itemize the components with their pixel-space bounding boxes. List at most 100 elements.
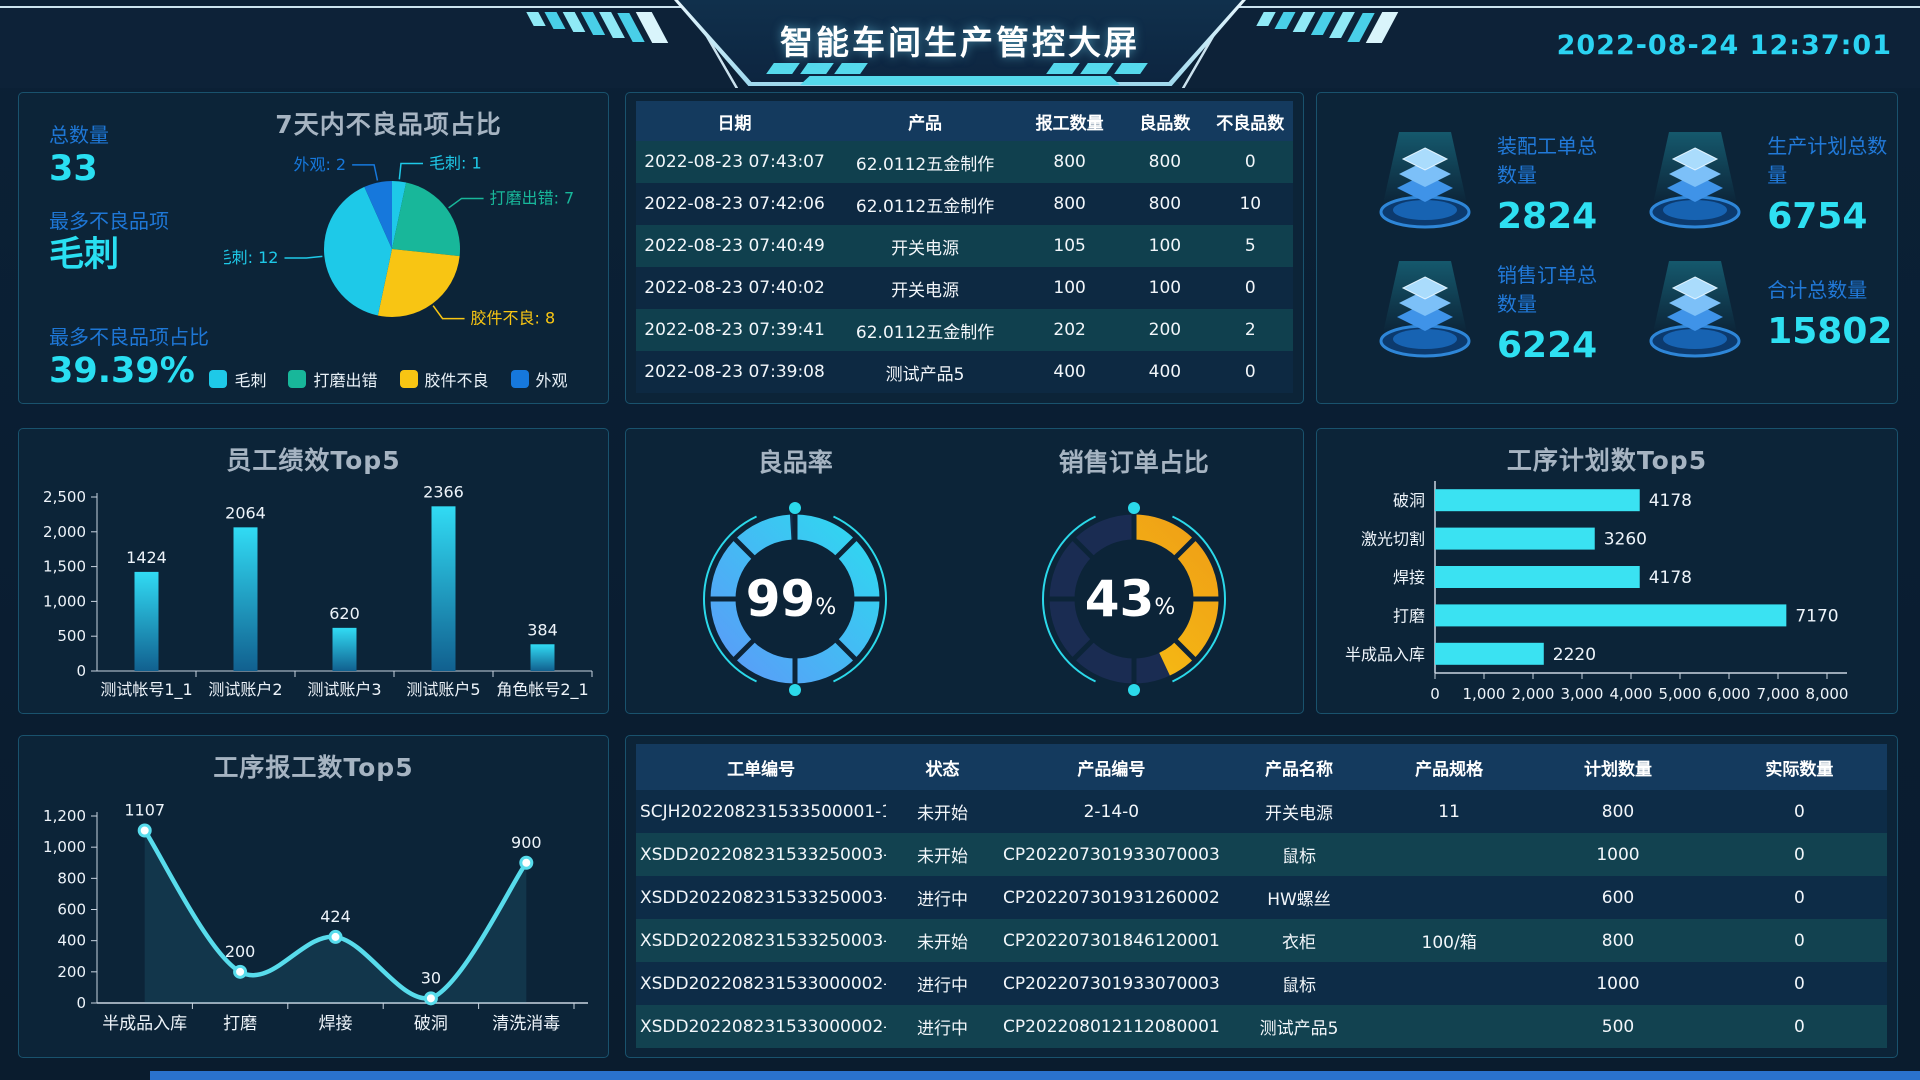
line-svg: 0 200 400 600 800 1,000 1,200 1107 半成品入库 200 打磨 424… bbox=[43, 800, 588, 1034]
employee-performance-bar-chart: 0 500 1,000 1,500 2,000 2,500 1424 测试帐号1_1 2064 测… bbox=[19, 469, 610, 715]
x-tick-label: 1,000 bbox=[1463, 685, 1506, 703]
stat-value: 33 bbox=[49, 149, 98, 189]
pie-label: 毛刺: 12 bbox=[224, 248, 278, 267]
table-row: XSDD202208231533250003-2 进行中 CP20220730193… bbox=[636, 876, 1887, 919]
table-cell: 0 bbox=[1793, 801, 1805, 822]
table-cell: 800 bbox=[1601, 930, 1635, 951]
table-cell: 100 bbox=[1053, 278, 1086, 298]
x-category-label: 半成品入库 bbox=[102, 1014, 187, 1034]
point-value-label: 424 bbox=[320, 907, 351, 926]
quality-rate-gauge: 99% bbox=[626, 481, 965, 713]
y-tick-label: 2,000 bbox=[43, 523, 86, 541]
table-row: 2022-08-23 07:39:08 测试产品5 400 400 0 bbox=[636, 351, 1293, 393]
bar-value-label: 384 bbox=[527, 620, 558, 639]
x-tick-label: 2,000 bbox=[1512, 685, 1555, 703]
table-cell: 2022-08-23 07:40:49 bbox=[644, 236, 825, 256]
table-cell: 5 bbox=[1244, 236, 1256, 256]
pie-slice bbox=[364, 181, 392, 249]
x-tick-label: 8,000 bbox=[1806, 685, 1849, 703]
line-area bbox=[144, 830, 527, 1003]
hbar-svg: 0 1,000 2,000 3,000 4,000 5,000 6,000 7,000 8,00… bbox=[1345, 481, 1849, 703]
y-tick-label: 0 bbox=[76, 994, 86, 1012]
table-row: 2022-08-23 07:42:06 62.0112五金制作 800 800 10 bbox=[636, 183, 1293, 225]
process-plan-panel: 工序计划数Top5 0 1,000 2,000 3,000 4,000 5,000 6,00… bbox=[1316, 428, 1898, 714]
y-tick-label: 0 bbox=[76, 662, 86, 680]
hbar bbox=[1435, 642, 1544, 665]
hbar bbox=[1435, 489, 1640, 512]
table-cell: 进行中 bbox=[916, 976, 968, 996]
column-header: 状态 bbox=[886, 744, 999, 790]
layers-icon bbox=[1371, 130, 1479, 238]
table-row: 2022-08-23 07:43:07 62.0112五金制作 800 800 0 bbox=[636, 141, 1293, 183]
defect-ratio-panel: 7天内不良品项占比 总数量 33 最多不良品项 毛刺 最多不良品项占比 39.3… bbox=[18, 92, 609, 404]
summary-cards-panel: 装配工单总数量 2824 生产计划总数量 6754 销售订单总数量 6224 合… bbox=[1316, 92, 1898, 404]
x-category-label: 清洗消毒 bbox=[492, 1014, 560, 1034]
gauge-value: 43% bbox=[1085, 570, 1176, 628]
gauge-svg: 43% bbox=[1041, 502, 1226, 696]
legend-item[interactable]: 打磨出错 bbox=[288, 367, 378, 391]
y-tick-label: 1,000 bbox=[43, 592, 86, 610]
card-total: 合计总数量 15802 bbox=[1597, 248, 1892, 377]
table-cell: 62.0112五金制作 bbox=[855, 322, 995, 343]
table-cell: 2022-08-23 07:43:07 bbox=[644, 152, 825, 172]
panel-title-defect: 7天内不良品项占比 bbox=[275, 110, 502, 139]
table-cell: XSDD202208231533000002-4 bbox=[640, 973, 887, 994]
line-marker bbox=[423, 991, 438, 1006]
column-header: 报工数量 bbox=[1017, 101, 1123, 141]
pie-label: 外观: 2 bbox=[293, 155, 346, 174]
gauge-value: 99% bbox=[746, 570, 837, 628]
table-cell: XSDD202208231533000002-2 bbox=[640, 1016, 887, 1037]
y-category-label: 破洞 bbox=[1393, 491, 1425, 510]
table-cell: HW螺丝 bbox=[1267, 890, 1331, 910]
table-cell: 200 bbox=[1148, 320, 1182, 340]
line-marker bbox=[519, 855, 534, 870]
table-cell: 进行中 bbox=[916, 1019, 968, 1039]
table-cell: SCJH202208231533500001-1 bbox=[640, 801, 887, 822]
table-cell: 2-14-0 bbox=[1083, 801, 1140, 822]
x-category-label: 测试帐号1_1 bbox=[100, 680, 192, 700]
table-cell: 600 bbox=[1601, 887, 1635, 908]
layers-icon bbox=[1371, 259, 1479, 367]
header-decor-chips-left-icon bbox=[766, 63, 868, 74]
table-cell: 0 bbox=[1244, 152, 1256, 172]
pie-slice bbox=[392, 182, 460, 257]
table-cell: CP202207301933070003 bbox=[1002, 973, 1220, 994]
card-label: 合计总数量 bbox=[1767, 277, 1868, 302]
header-decor-chips-right-icon bbox=[1046, 63, 1148, 74]
table-cell: CP202207301846120001 bbox=[1002, 930, 1220, 951]
bar-value-label: 4178 bbox=[1649, 491, 1692, 511]
bar-value-label: 620 bbox=[329, 604, 360, 623]
card-sales-orders: 销售订单总数量 6224 bbox=[1327, 248, 1597, 377]
card-value: 2824 bbox=[1497, 196, 1598, 237]
table-header-row: 工单编号 状态 产品编号 产品名称 产品规格 计划数量 实际数量 bbox=[636, 744, 1887, 790]
y-tick-label: 1,200 bbox=[43, 807, 86, 825]
legend-item[interactable]: 毛刺 bbox=[209, 367, 266, 391]
legend-item[interactable]: 外观 bbox=[510, 367, 568, 391]
table-cell: 1000 bbox=[1596, 973, 1640, 994]
stat-value: 毛刺 bbox=[49, 235, 120, 275]
table-cell: 800 bbox=[1601, 801, 1635, 822]
x-category-label: 焊接 bbox=[319, 1014, 353, 1034]
y-tick-label: 500 bbox=[57, 627, 86, 645]
y-tick-label: 600 bbox=[57, 901, 86, 919]
legend-label: 打磨出错 bbox=[313, 371, 378, 390]
legend-item[interactable]: 胶件不良 bbox=[399, 367, 489, 391]
table-cell: 2 bbox=[1244, 320, 1256, 340]
table-cell: 测试产品5 bbox=[885, 364, 965, 385]
process-report-line-chart: 0 200 400 600 800 1,000 1,200 1107 半成品入库 200 打磨 424… bbox=[19, 782, 610, 1059]
pie-legend: 毛刺 打磨出错 胶件不良 外观 bbox=[169, 367, 608, 391]
panel-title-sales-ratio: 销售订单占比 bbox=[1058, 448, 1209, 477]
table-cell: XSDD202208231533250003-4 bbox=[640, 844, 887, 865]
x-category-label: 角色帐号2_1 bbox=[496, 680, 588, 700]
y-tick-label: 200 bbox=[57, 963, 86, 981]
stat-top-defect: 最多不良品项 毛刺 bbox=[49, 205, 169, 273]
table-cell: 0 bbox=[1793, 930, 1805, 951]
table-cell: 未开始 bbox=[916, 933, 968, 953]
bar-svg: 0 500 1,000 1,500 2,000 2,500 1424 测试帐号1_1 2064 测… bbox=[43, 482, 593, 700]
pie-svg: 毛刺: 1 打磨出错: 7 胶件不良: 8 毛刺: 12 外观: 2 bbox=[216, 153, 575, 327]
table-cell: 未开始 bbox=[916, 847, 968, 867]
hbar bbox=[1435, 566, 1640, 588]
panel-title-quality-rate: 良品率 bbox=[757, 448, 833, 477]
bar bbox=[530, 644, 555, 671]
layers-icon bbox=[1641, 259, 1749, 367]
